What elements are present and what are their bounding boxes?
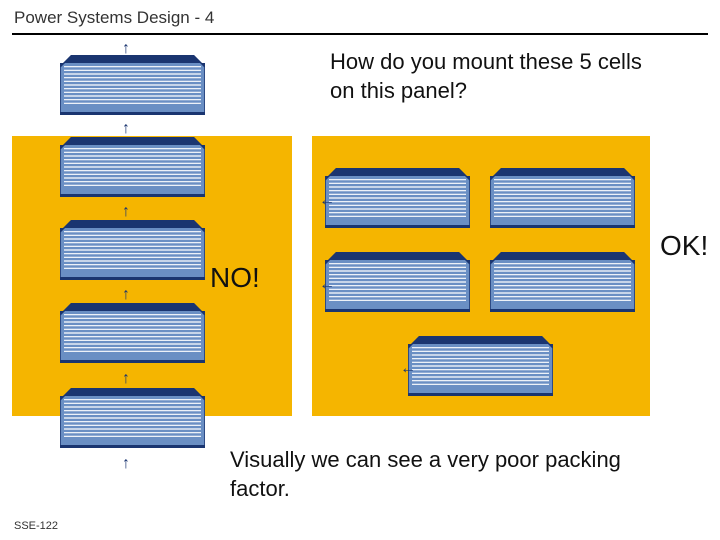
- solar-cell: [325, 168, 470, 228]
- solar-cell: [60, 55, 205, 115]
- solar-cell: [490, 252, 635, 312]
- solar-cell: [60, 220, 205, 280]
- footer-code: SSE-122: [14, 520, 58, 532]
- direction-arrow-icon: ←: [319, 276, 335, 294]
- direction-arrow-icon: ←: [319, 192, 335, 210]
- question-text: How do you mount these 5 cells on this p…: [330, 48, 670, 105]
- direction-arrow-icon: ↑: [122, 120, 130, 138]
- page-title: Power Systems Design - 4: [14, 8, 214, 28]
- solar-cell: [60, 137, 205, 197]
- direction-arrow-icon: ↑: [122, 370, 130, 388]
- solar-cell: [408, 336, 553, 396]
- ok-label: OK!: [660, 230, 708, 262]
- direction-arrow-icon: ↑: [122, 203, 130, 221]
- no-label: NO!: [210, 262, 260, 294]
- direction-arrow-icon: ↑: [122, 286, 130, 304]
- direction-arrow-icon: ↑: [122, 40, 130, 58]
- direction-arrow-icon: ↑: [122, 455, 130, 473]
- solar-cell: [60, 303, 205, 363]
- solar-cell: [490, 168, 635, 228]
- caption-text: Visually we can see a very poor packing …: [230, 446, 630, 503]
- solar-cell: [60, 388, 205, 448]
- solar-cell: [325, 252, 470, 312]
- divider: [12, 33, 708, 35]
- direction-arrow-icon: ←: [400, 360, 416, 378]
